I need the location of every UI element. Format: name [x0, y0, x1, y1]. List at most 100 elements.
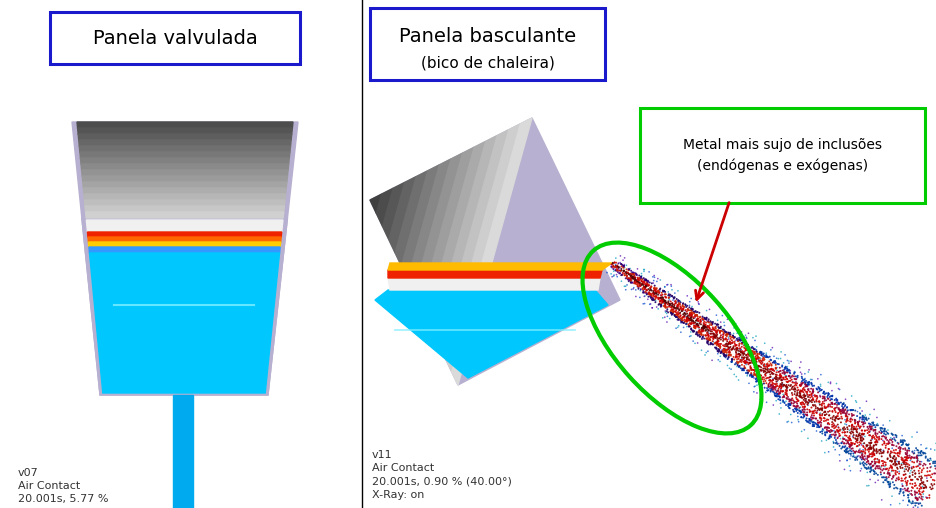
- Point: [813, 406, 828, 415]
- Point: [715, 335, 730, 343]
- Point: [915, 478, 930, 486]
- Point: [745, 372, 760, 380]
- Point: [721, 352, 736, 360]
- Point: [643, 291, 658, 299]
- Point: [796, 407, 811, 416]
- Point: [757, 365, 772, 373]
- Point: [695, 328, 709, 336]
- Point: [821, 390, 836, 398]
- Point: [744, 366, 759, 374]
- Point: [688, 311, 703, 319]
- Point: [688, 316, 703, 324]
- Point: [792, 387, 807, 395]
- Point: [783, 396, 798, 404]
- Point: [915, 487, 930, 495]
- Point: [676, 303, 691, 311]
- Point: [776, 368, 791, 376]
- Point: [887, 449, 902, 457]
- Point: [678, 303, 693, 311]
- Point: [882, 451, 897, 459]
- Point: [708, 338, 723, 346]
- Point: [817, 404, 832, 412]
- Point: [739, 341, 754, 349]
- Point: [878, 474, 893, 483]
- Point: [884, 444, 899, 452]
- Point: [727, 341, 742, 350]
- Point: [736, 347, 751, 356]
- Point: [867, 423, 882, 431]
- Point: [607, 267, 622, 275]
- Point: [816, 393, 831, 401]
- Point: [663, 282, 678, 290]
- Point: [656, 287, 671, 295]
- Point: [636, 289, 651, 297]
- Point: [796, 426, 811, 434]
- Point: [746, 348, 761, 356]
- Point: [890, 439, 905, 448]
- Point: [891, 460, 906, 468]
- Point: [856, 459, 871, 467]
- Point: [687, 324, 702, 332]
- Point: [681, 332, 696, 340]
- Point: [927, 464, 936, 472]
- Point: [811, 423, 826, 431]
- Point: [638, 286, 653, 294]
- Point: [847, 434, 862, 442]
- Point: [726, 333, 741, 341]
- Point: [684, 306, 699, 314]
- Point: [634, 281, 649, 289]
- Point: [805, 391, 820, 399]
- Point: [899, 501, 914, 508]
- Point: [860, 425, 875, 433]
- Point: [767, 380, 782, 388]
- Point: [904, 499, 919, 507]
- Point: [859, 454, 874, 462]
- Point: [775, 387, 790, 395]
- Point: [683, 319, 698, 327]
- Point: [778, 383, 793, 391]
- Point: [849, 418, 864, 426]
- Point: [686, 327, 701, 335]
- Point: [798, 411, 813, 419]
- Point: [719, 330, 734, 338]
- Point: [612, 252, 627, 260]
- Point: [858, 426, 873, 434]
- Point: [629, 278, 644, 287]
- Point: [789, 373, 804, 382]
- Point: [649, 288, 664, 296]
- Point: [785, 386, 800, 394]
- Point: [691, 320, 706, 328]
- Point: [824, 403, 839, 411]
- Point: [689, 320, 704, 328]
- Point: [749, 355, 764, 363]
- Point: [896, 453, 911, 461]
- Point: [885, 454, 899, 462]
- Point: [665, 308, 680, 316]
- Point: [877, 434, 892, 442]
- Point: [792, 392, 807, 400]
- Point: [797, 392, 812, 400]
- Point: [812, 410, 826, 419]
- Point: [682, 314, 697, 323]
- Point: [779, 365, 794, 373]
- Point: [872, 448, 887, 456]
- Point: [845, 450, 860, 458]
- Point: [770, 387, 785, 395]
- Point: [689, 311, 704, 319]
- Point: [705, 333, 720, 341]
- Point: [680, 315, 695, 323]
- Point: [858, 455, 873, 463]
- Point: [749, 354, 764, 362]
- Point: [654, 297, 669, 305]
- Point: [671, 297, 686, 305]
- Point: [680, 321, 695, 329]
- Point: [715, 350, 730, 358]
- Point: [638, 281, 653, 290]
- Point: [664, 285, 679, 294]
- Point: [860, 452, 875, 460]
- Point: [625, 269, 640, 277]
- Point: [716, 348, 731, 357]
- Point: [917, 483, 932, 491]
- Point: [634, 272, 649, 280]
- Point: [631, 282, 646, 291]
